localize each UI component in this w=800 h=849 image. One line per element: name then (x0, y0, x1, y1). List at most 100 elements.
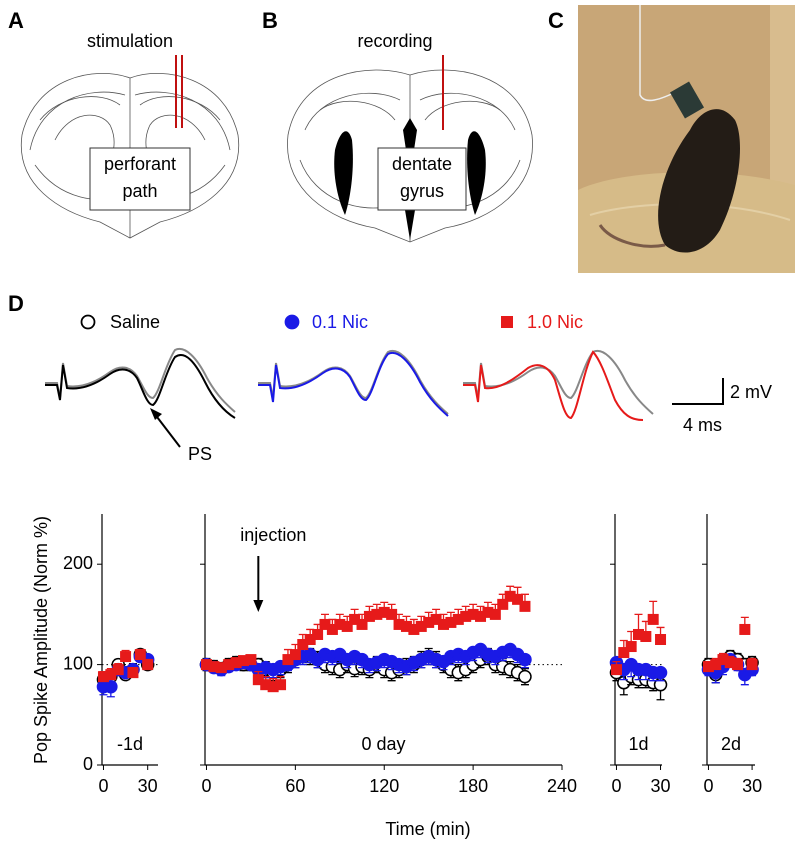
point (289, 649, 301, 661)
point (304, 634, 316, 645)
box-label: path (122, 181, 157, 201)
point (445, 616, 457, 628)
rec-label: recording (357, 31, 432, 51)
trace-label: PS (188, 444, 212, 464)
photo (578, 5, 795, 273)
point (739, 623, 751, 635)
point (238, 655, 250, 667)
point (640, 630, 652, 642)
scale-label: 2 mV (730, 382, 772, 402)
point (104, 679, 118, 694)
series (610, 600, 667, 676)
point (356, 618, 368, 630)
point (334, 618, 346, 630)
point (452, 613, 464, 625)
panel-letter: D (8, 291, 24, 316)
point (618, 647, 630, 659)
legend-label: 0.1 Nic (312, 312, 368, 332)
point (282, 654, 294, 666)
x-tick-label: 30 (138, 776, 158, 796)
point (610, 664, 622, 676)
point (408, 623, 420, 635)
point (430, 613, 442, 625)
legend-marker (80, 314, 96, 330)
point (349, 613, 361, 625)
point (400, 620, 412, 632)
point (200, 659, 212, 671)
brain-b (287, 55, 533, 243)
point (415, 620, 427, 632)
panel-letter: C (548, 8, 564, 33)
x-tick-label: 120 (369, 776, 399, 796)
point (519, 600, 531, 612)
point (223, 659, 235, 671)
box-label: dentate (392, 154, 452, 174)
brain-a (20, 55, 240, 239)
point (363, 610, 375, 622)
point (633, 628, 644, 640)
point (105, 669, 117, 681)
panel-letter: B (262, 8, 278, 33)
point (423, 616, 435, 628)
point (655, 634, 667, 645)
legend-label: 1.0 Nic (527, 312, 583, 332)
point (625, 641, 637, 653)
point (717, 654, 729, 666)
panel-label: 2d (721, 734, 741, 754)
point (134, 649, 146, 661)
legend-label: Saline (110, 312, 160, 332)
traces (45, 347, 724, 448)
series (200, 585, 531, 693)
point (230, 657, 242, 669)
point (482, 606, 494, 618)
panel-label: 1d (628, 734, 648, 754)
point (326, 623, 338, 635)
point (208, 661, 220, 673)
y-tick-label: 0 (83, 754, 93, 774)
point (127, 667, 139, 679)
point (312, 628, 324, 640)
point (120, 651, 132, 663)
x-tick-label: 60 (285, 776, 305, 796)
point (710, 659, 722, 671)
point (647, 613, 659, 625)
point (386, 608, 398, 620)
point (97, 671, 109, 683)
point (460, 610, 472, 622)
y-axis-label: Pop Spike Amplitude (Norm %) (31, 516, 51, 764)
point (260, 679, 272, 691)
point (702, 661, 714, 673)
x-axis-label: Time (min) (385, 819, 470, 839)
point (437, 618, 449, 630)
stim-label: stimulation (87, 31, 173, 51)
point (518, 669, 532, 684)
point (341, 620, 353, 632)
annotation-arrowhead (253, 600, 264, 612)
x-tick-label: 0 (611, 776, 621, 796)
box-label: perforant (104, 154, 176, 174)
point (245, 654, 257, 666)
point (724, 657, 736, 669)
panel-label: 0 day (361, 734, 405, 754)
x-tick-label: 240 (547, 776, 577, 796)
point (275, 679, 287, 691)
point (732, 659, 744, 671)
legend-marker (284, 314, 300, 330)
point (297, 639, 309, 651)
point (475, 610, 487, 622)
scale-label: 4 ms (683, 415, 722, 435)
point (393, 618, 405, 630)
point (371, 608, 383, 620)
point (215, 662, 227, 674)
box-label: gyrus (400, 181, 444, 201)
x-tick-label: 0 (98, 776, 108, 796)
legend-marker (501, 316, 513, 328)
y-tick-label: 100 (63, 653, 93, 673)
point (112, 664, 124, 676)
series (97, 648, 154, 683)
point (497, 598, 509, 610)
point (746, 659, 758, 671)
x-tick-label: 180 (458, 776, 488, 796)
point (653, 665, 668, 680)
